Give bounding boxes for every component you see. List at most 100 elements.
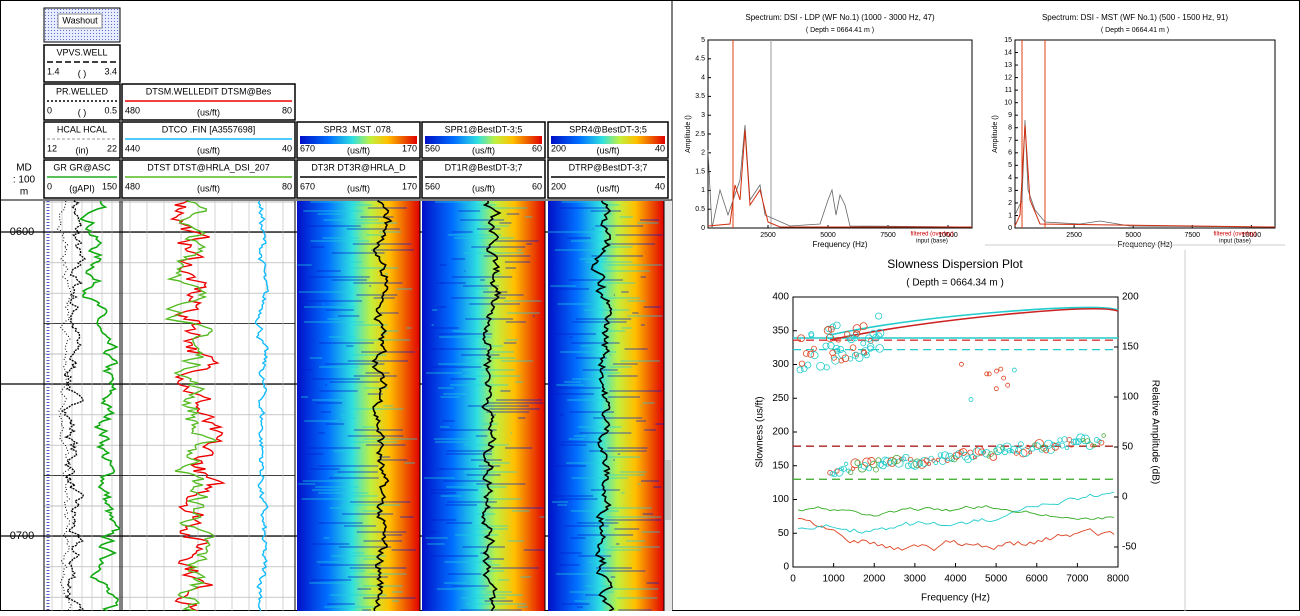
heatmap-stripe — [599, 549, 641, 551]
heatmap-stripe — [477, 513, 496, 515]
label: 5000 — [985, 574, 1008, 585]
label: 15 — [1004, 37, 1012, 44]
heatmap-stripe — [347, 228, 400, 230]
heatmap-stripe — [638, 483, 641, 485]
label: (us/ft) — [347, 145, 370, 155]
heatmap-stripe — [560, 207, 607, 209]
heatmap-stripe — [556, 573, 596, 575]
heatmap-stripe — [340, 414, 353, 416]
heatmap-stripe — [315, 486, 358, 488]
heatmap-stripe — [488, 570, 504, 572]
heatmap-stripe — [661, 408, 662, 410]
heatmap-stripe — [589, 450, 646, 452]
label: Spectrum: DSI - LDP (WF No.1) (1000 - 30… — [745, 13, 935, 22]
heatmap-stripe — [575, 600, 598, 602]
heatmap-stripe — [581, 345, 602, 347]
heatmap-stripe — [591, 210, 621, 212]
point — [995, 369, 999, 373]
heatmap-stripe — [437, 306, 446, 308]
label: GR GR@ASC — [53, 162, 111, 172]
heatmap-stripe — [384, 405, 394, 407]
label: ( Depth = 0664.41 m ) — [806, 27, 874, 34]
heatmap-stripe — [442, 420, 455, 422]
point — [959, 362, 963, 366]
label: 40 — [655, 143, 665, 153]
heatmap-stripe — [611, 366, 632, 368]
heatmap-stripe — [556, 384, 583, 386]
heatmap-stripe — [417, 348, 418, 350]
heatmap-stripe — [363, 438, 417, 440]
heatmap-stripe — [483, 345, 503, 347]
label: 5 — [1008, 162, 1012, 169]
label: 350 — [772, 325, 789, 336]
heatmap-stripe — [404, 462, 415, 464]
point — [1044, 440, 1052, 448]
label: SPR1@BestDT-3;5 — [445, 124, 523, 134]
heatmap-stripe — [338, 315, 359, 317]
heatmap-stripe — [505, 261, 530, 263]
heatmap-stripe — [452, 231, 473, 233]
scrollbar[interactable] — [664, 200, 672, 611]
y-axis-title: Amplitude () — [992, 115, 999, 153]
point — [969, 398, 973, 402]
point — [874, 467, 879, 472]
heatmap-stripe — [562, 603, 590, 605]
label: 9 — [1008, 112, 1012, 119]
label: 560 — [425, 143, 440, 153]
heatmap-stripe — [521, 576, 532, 578]
heatmap-stripe — [324, 537, 329, 539]
label: 4 — [1008, 175, 1012, 182]
heatmap-stripe — [577, 522, 619, 524]
heatmap-stripe — [641, 531, 660, 533]
heatmap-stripe — [317, 561, 341, 563]
label: (us/ft) — [197, 107, 220, 117]
point — [861, 341, 866, 346]
heatmap-stripe — [561, 441, 599, 443]
heatmap-stripe — [434, 438, 476, 440]
heatmap-stripe — [305, 453, 323, 455]
heatmap-stripe — [640, 219, 659, 221]
heatmap-stripe — [569, 279, 623, 281]
label: 80 — [282, 181, 292, 191]
heatmap-stripe — [570, 537, 585, 539]
heatmap-stripe — [609, 390, 661, 392]
heatmap-stripe — [622, 327, 632, 329]
heatmap-stripe — [324, 606, 374, 608]
heatmap-stripe — [616, 234, 663, 236]
heatmap-stripe — [346, 408, 403, 410]
heatmap-stripe — [647, 582, 660, 584]
heatmap-stripe — [326, 309, 354, 311]
label: 0 — [790, 574, 796, 585]
label: 150 — [102, 181, 117, 191]
heatmap-stripe — [608, 282, 635, 284]
heatmap-stripe — [304, 420, 338, 422]
label: 2500 — [760, 232, 776, 239]
heatmap-stripe — [473, 594, 522, 596]
heatmap-stripe — [625, 348, 648, 350]
label: 60 — [532, 143, 542, 153]
label: -50 — [1122, 542, 1137, 553]
heatmap-stripe — [350, 501, 410, 503]
heatmap-stripe — [578, 426, 622, 428]
amplitude-curve — [798, 492, 1114, 533]
heatmap-stripe — [553, 393, 594, 395]
heatmap-stripe — [452, 585, 490, 587]
heatmap-stripe — [507, 213, 520, 215]
label: 50 — [778, 528, 790, 539]
heatmap-stripe — [357, 531, 407, 533]
heatmap-stripe — [346, 345, 353, 347]
scroll-thumb[interactable] — [665, 460, 671, 520]
label: 40 — [282, 143, 292, 153]
heatmap-stripe — [334, 474, 350, 476]
heatmap-stripe — [458, 210, 480, 212]
heatmap-stripe — [552, 288, 589, 290]
heatmap-stripe — [597, 456, 640, 458]
heatmap-stripe — [548, 231, 601, 233]
heatmap-stripe — [406, 327, 411, 329]
label: 8000 — [1107, 574, 1130, 585]
label: 2 — [1008, 200, 1012, 207]
y-axis-title: Amplitude () — [685, 115, 692, 153]
heatmap-stripe — [342, 513, 393, 515]
label: 40 — [655, 181, 665, 191]
label: 0 — [1122, 492, 1128, 503]
